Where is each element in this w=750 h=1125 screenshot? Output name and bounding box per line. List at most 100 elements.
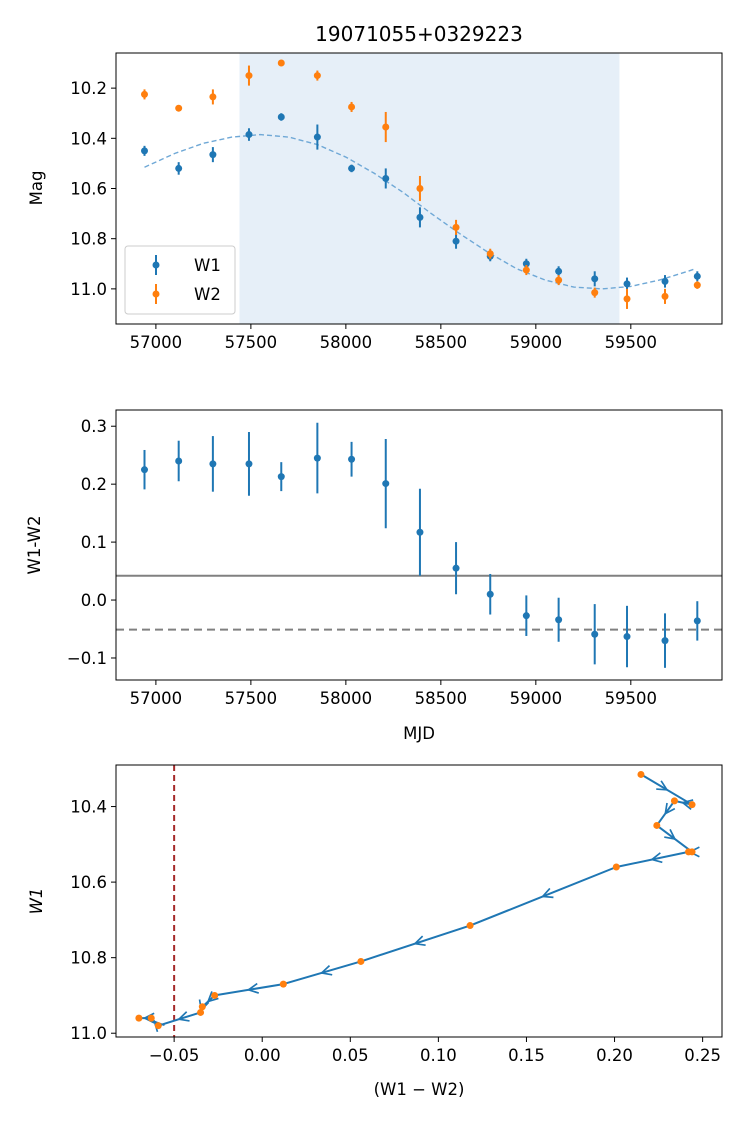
plot-area bbox=[135, 765, 695, 1037]
color-point bbox=[209, 460, 217, 468]
color-point bbox=[277, 473, 285, 481]
x-tick-label: −0.05 bbox=[149, 1046, 200, 1065]
x-tick-label: 57000 bbox=[130, 689, 183, 708]
w2-point bbox=[245, 72, 253, 80]
x-axis-label: MJD bbox=[403, 724, 435, 743]
track-point bbox=[685, 848, 693, 856]
color-magnitude-panel: −0.05 0.00 0.05 0.10 0.15 0.20 0.25 10.4 10.6 10.… bbox=[27, 764, 723, 1099]
w1-point bbox=[175, 164, 183, 172]
color-point bbox=[140, 466, 148, 474]
direction-arrow bbox=[665, 813, 666, 814]
x-tick-label: 57500 bbox=[225, 333, 278, 352]
fit-curve bbox=[144, 133, 696, 290]
w2-point bbox=[661, 292, 669, 300]
w1-point bbox=[140, 147, 148, 155]
y-axis-label: W1 bbox=[27, 888, 46, 915]
y-tick-label: 0.2 bbox=[81, 475, 107, 494]
w2-point bbox=[209, 93, 217, 101]
x-tick-label: 57500 bbox=[225, 689, 278, 708]
track-point bbox=[135, 1014, 143, 1022]
y-tick-label: 0.3 bbox=[81, 417, 107, 436]
y-tick-label: 11.0 bbox=[70, 280, 107, 299]
plot-area bbox=[140, 53, 701, 324]
track-point bbox=[147, 1014, 155, 1022]
w1-point bbox=[416, 213, 424, 221]
color-point bbox=[245, 460, 253, 468]
track-point bbox=[357, 957, 365, 965]
track-point bbox=[612, 863, 620, 871]
plot-area bbox=[116, 422, 722, 668]
y-tick-label: 0.1 bbox=[81, 533, 107, 552]
track-point bbox=[211, 991, 219, 999]
w1-point bbox=[693, 272, 701, 280]
track-point bbox=[637, 770, 645, 778]
w1-point bbox=[313, 133, 321, 141]
legend-box bbox=[124, 245, 236, 315]
x-tick-label: 58500 bbox=[415, 333, 468, 352]
w2-point bbox=[313, 72, 321, 80]
y-tick-label: −0.1 bbox=[67, 649, 107, 668]
w1-point bbox=[348, 164, 356, 172]
direction-arrow bbox=[666, 789, 667, 790]
track-point bbox=[279, 980, 287, 988]
w2-point bbox=[416, 185, 424, 192]
w2-point bbox=[522, 266, 530, 274]
x-tick-label: 59000 bbox=[510, 689, 563, 708]
y-tick-label: 10.4 bbox=[70, 129, 107, 148]
y-tick-label: 11.0 bbox=[70, 1024, 107, 1043]
track-point bbox=[653, 821, 661, 829]
axes: 57000 57500 58000 58500 59000 59500 0.3 0.2 0.1 0… bbox=[67, 409, 723, 708]
legend-label-w1: W1 bbox=[194, 256, 221, 275]
x-axis-label: (W1 − W2) bbox=[374, 1080, 465, 1099]
axes-frame bbox=[115, 409, 723, 681]
color-point bbox=[348, 455, 356, 463]
color-curve-panel: 57000 57500 58000 58500 59000 59500 0.3 0.2 0.1 0… bbox=[25, 409, 723, 743]
y-tick-label: 10.8 bbox=[70, 949, 107, 968]
color-point bbox=[452, 564, 460, 572]
w1-point bbox=[245, 131, 253, 139]
x-tick-label: 0.00 bbox=[244, 1046, 281, 1065]
x-tick-label: 59500 bbox=[605, 333, 658, 352]
w2-point bbox=[555, 276, 563, 284]
y-tick-label: 10.6 bbox=[70, 180, 107, 199]
chart-title: 19071055+0329223 bbox=[315, 22, 523, 46]
y-tick-label: 10.8 bbox=[70, 230, 107, 249]
x-tick-label: 0.05 bbox=[332, 1046, 369, 1065]
w2-point bbox=[693, 281, 701, 289]
legend: W1 W2 bbox=[124, 245, 236, 315]
color-point bbox=[486, 590, 494, 598]
direction-arrow bbox=[208, 1001, 209, 1002]
y-tick-label: 10.6 bbox=[70, 873, 107, 892]
x-tick-label: 59000 bbox=[510, 333, 563, 352]
w1-point bbox=[522, 260, 530, 268]
x-tick-label: 58000 bbox=[320, 333, 373, 352]
w1-point bbox=[591, 275, 599, 283]
track-point bbox=[688, 801, 696, 809]
color-point bbox=[555, 616, 563, 624]
axes: −0.05 0.00 0.05 0.10 0.15 0.20 0.25 10.4 10.6 10.… bbox=[70, 764, 723, 1065]
y-tick-label: 10.4 bbox=[70, 798, 107, 817]
w2-point bbox=[486, 250, 494, 258]
legend-marker-w2 bbox=[152, 284, 160, 304]
direction-arrow bbox=[154, 1022, 155, 1023]
axes: 57000 57500 58000 58500 59000 59500 10.2 10.4 10… bbox=[70, 52, 723, 352]
track-line bbox=[138, 773, 694, 1027]
color-point bbox=[175, 457, 183, 465]
x-tick-label: 58500 bbox=[415, 689, 468, 708]
y-axis-label: Mag bbox=[27, 171, 46, 206]
color-point bbox=[591, 630, 599, 638]
highlight-span bbox=[239, 53, 620, 324]
direction-arrow bbox=[674, 838, 675, 839]
color-point bbox=[623, 633, 631, 641]
legend-marker-w1 bbox=[152, 255, 160, 275]
w2-point bbox=[452, 223, 460, 231]
w1-point bbox=[382, 174, 390, 182]
axes-frame bbox=[115, 764, 723, 1038]
w1-point bbox=[623, 280, 631, 288]
light-curve-panel: 19071055+0329223 57000 57500 58000 58500 590… bbox=[27, 22, 723, 352]
w2-point bbox=[382, 123, 390, 131]
w1-point bbox=[661, 277, 669, 285]
color-point bbox=[382, 480, 390, 488]
w2-point bbox=[277, 59, 285, 67]
color-point bbox=[313, 454, 321, 462]
